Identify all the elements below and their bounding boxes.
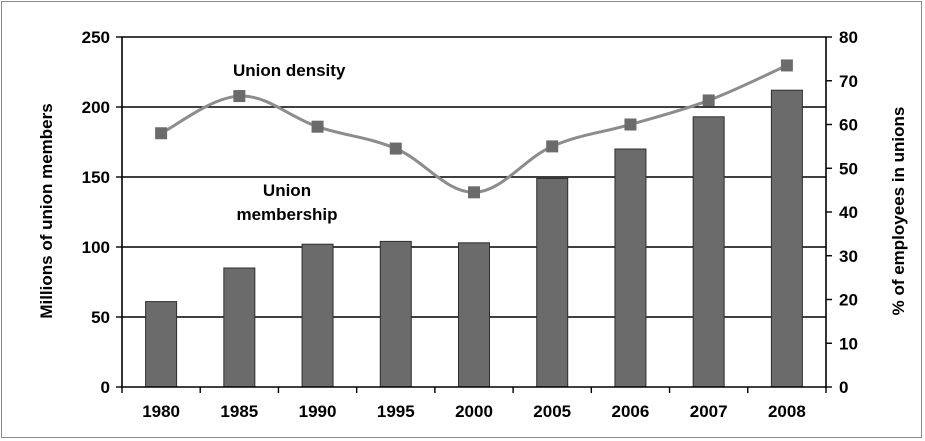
density-marker [311,120,324,133]
density-annotation: Union density [233,61,346,80]
density-marker [624,118,637,131]
right-tick-label: 40 [839,203,858,222]
bar [301,243,334,388]
density-marker [702,94,715,107]
right-tick-label: 60 [839,116,858,135]
density-marker [468,186,480,199]
density-marker [546,140,559,153]
right-tick-label: 30 [839,247,858,266]
bar [145,301,178,388]
tick-labels: 0 50 100 150 200 250 0 10 20 30 40 50 60 70 80 1980 1985… [82,28,858,421]
left-tick-label: 50 [91,308,110,327]
density-marker [233,90,246,103]
density-line [155,59,793,199]
membership-bars [145,89,803,388]
density-marker [780,59,793,72]
right-tick-label: 70 [839,72,858,91]
right-tick-label: 80 [839,28,858,47]
left-tick-label: 200 [82,98,110,117]
right-tick-label: 10 [839,334,858,353]
x-tick-label: 2005 [533,402,571,421]
left-tick-label: 100 [82,238,110,257]
right-tick-label: 50 [839,159,858,178]
right-tick-label: 0 [839,378,848,397]
x-tick-label: 2008 [768,402,806,421]
membership-annotation-line1: Union [263,181,311,200]
left-tick-label: 0 [101,378,110,397]
bar [458,242,490,388]
bar [692,116,725,388]
membership-annotation-line2: membership [236,205,337,224]
axes [116,36,832,393]
x-tick-label: 1990 [299,402,337,421]
x-tick-label: 1980 [142,402,180,421]
x-tick-label: 2000 [455,402,493,421]
left-axis-title: Millions of union members [37,103,56,318]
bar [379,240,412,388]
x-tick-label: 2007 [690,402,728,421]
right-tick-label: 20 [839,291,858,310]
density-marker [389,142,402,155]
bar [770,89,803,388]
x-tick-label: 1985 [220,402,258,421]
bar [536,177,569,388]
x-tick-label: 2006 [612,402,650,421]
right-axis-title: % of employees in unions [889,107,908,316]
bar [614,148,647,388]
bar [223,267,256,388]
left-tick-label: 250 [82,28,110,47]
left-tick-label: 150 [82,168,110,187]
density-marker [155,127,168,140]
x-tick-label: 1995 [377,402,415,421]
